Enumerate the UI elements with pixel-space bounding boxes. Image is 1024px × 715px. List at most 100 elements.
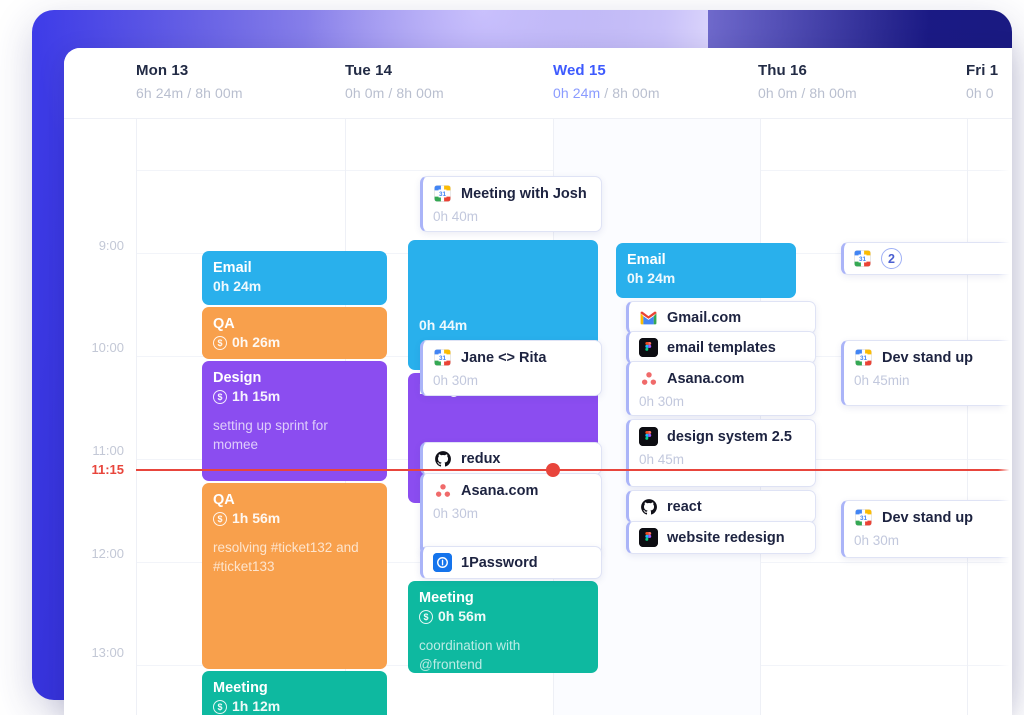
time-block-tue-meeting[interactable]: Meeting $0h 56m coordination with @front…: [408, 581, 598, 673]
block-duration: $1h 15m: [213, 387, 376, 407]
app-card-asana-wed[interactable]: Asana.com 0h 30m: [626, 361, 816, 416]
day-hours: 0h 0m / 8h 00m: [758, 85, 857, 101]
app-card-website-redesign[interactable]: website redesign: [626, 521, 816, 554]
card-label: 1Password: [461, 554, 538, 571]
card-label: Dev stand up: [882, 509, 974, 526]
day-name: Tue 14: [345, 62, 393, 79]
app-card-design-system[interactable]: design system 2.5 0h 45m: [626, 419, 816, 487]
day-name: Mon 13: [136, 62, 189, 79]
block-note: resolving #ticket132 and #ticket133: [213, 539, 359, 574]
card-label: email templates: [667, 339, 776, 356]
github-icon: [639, 497, 658, 516]
day-column-fri[interactable]: [967, 118, 1012, 715]
time-gutter: 9:00 10:00 11:00 11:15 12:00 13:00: [64, 118, 136, 715]
asana-icon: [639, 369, 658, 388]
day-column-thu[interactable]: [760, 118, 967, 715]
card-label: Asana.com: [667, 370, 745, 387]
svg-text:31: 31: [860, 515, 868, 522]
current-time-line: [136, 469, 1012, 471]
block-duration: 0h 44m: [419, 317, 468, 333]
current-time-dot: [546, 463, 560, 477]
card-label: Dev stand up: [882, 349, 974, 366]
gmail-icon: [639, 308, 658, 327]
app-card-gmail[interactable]: Gmail.com: [626, 301, 816, 334]
app-card-dev-standup-2[interactable]: 31 Dev stand up 0h 30m: [841, 500, 1012, 558]
time-block-qa[interactable]: QA $0h 26m: [202, 307, 387, 359]
calendar-panel: Mon 13 6h 24m / 8h 00m Tue 14 0h 0m / 8h…: [64, 48, 1012, 715]
card-label: design system 2.5: [667, 428, 792, 445]
app-card-dev-standup-1[interactable]: 31 Dev stand up 0h 45min: [841, 340, 1012, 406]
block-title: QA: [213, 492, 235, 508]
day-header-tue[interactable]: Tue 14 0h 0m / 8h 00m: [345, 62, 444, 101]
billable-icon: $: [213, 699, 227, 714]
card-duration: 0h 30m: [854, 533, 900, 548]
day-hours: 6h 24m / 8h 00m: [136, 85, 243, 101]
billable-icon: $: [419, 609, 433, 624]
gcal-icon: 31: [433, 184, 452, 203]
time-block-qa-2[interactable]: QA $1h 56m resolving #ticket132 and #tic…: [202, 483, 387, 669]
card-duration: 0h 30m: [433, 506, 479, 521]
time-block-wed-email[interactable]: Email 0h 24m: [616, 243, 796, 298]
card-duration: 0h 45min: [854, 373, 910, 388]
gcal-icon: 31: [854, 348, 873, 367]
card-duration: 0h 45m: [639, 452, 685, 467]
day-name: Wed 15: [553, 62, 606, 79]
svg-text:31: 31: [860, 355, 868, 362]
day-column-mon[interactable]: [136, 118, 345, 715]
current-time-label: 11:15: [91, 462, 124, 477]
app-card-email-templates[interactable]: email templates: [626, 331, 816, 364]
card-label: Gmail.com: [667, 309, 742, 326]
svg-text:31: 31: [859, 256, 867, 263]
block-note: coordination with @frontend: [419, 637, 521, 672]
gcal-icon: 31: [853, 249, 872, 268]
app-card-meeting-with-josh[interactable]: 31 Meeting with Josh 0h 40m: [420, 176, 602, 232]
block-duration: 0h 24m: [213, 278, 262, 295]
day-header-fri[interactable]: Fri 1 0h 0: [966, 62, 998, 101]
time-label: 12:00: [91, 546, 124, 561]
block-title: QA: [213, 316, 235, 332]
billable-icon: $: [213, 389, 227, 404]
card-label: Meeting with Josh: [461, 185, 587, 202]
calendar-header: Mon 13 6h 24m / 8h 00m Tue 14 0h 0m / 8h…: [64, 48, 1012, 118]
block-title: Email: [627, 252, 666, 268]
github-icon: [433, 449, 452, 468]
day-name: Thu 16: [758, 62, 807, 79]
time-block-design[interactable]: Design $1h 15m setting up sprint for mom…: [202, 361, 387, 481]
day-header-mon[interactable]: Mon 13 6h 24m / 8h 00m: [136, 62, 243, 101]
card-duration: 0h 30m: [433, 373, 479, 388]
time-label: 10:00: [91, 340, 124, 355]
block-title: Email: [213, 260, 252, 276]
block-duration: 0h 24m: [627, 270, 676, 287]
time-block-email[interactable]: Email 0h 24m: [202, 251, 387, 305]
day-header-thu[interactable]: Thu 16 0h 0m / 8h 00m: [758, 62, 857, 101]
day-name: Fri 1: [966, 62, 999, 79]
gcal-icon: 31: [854, 508, 873, 527]
app-card-jane-rita[interactable]: 31 Jane <> Rita 0h 30m: [420, 340, 602, 396]
billable-icon: $: [213, 511, 227, 526]
time-block-meeting[interactable]: Meeting $1h 12m: [202, 671, 387, 715]
header-divider: [64, 118, 1012, 119]
card-label: react: [667, 498, 702, 515]
block-title: Meeting: [419, 590, 474, 606]
billable-icon: $: [213, 335, 227, 350]
app-card-asana-tue[interactable]: Asana.com 0h 30m: [420, 473, 602, 555]
card-label: redux: [461, 450, 501, 467]
day-header-wed[interactable]: Wed 15 0h 24m / 8h 00m: [553, 62, 660, 101]
calendar-grid[interactable]: Email 0h 24m QA $0h 26m Design $1h 15m s…: [136, 118, 1012, 715]
app-card-thu-collapsed[interactable]: 31 2: [841, 242, 1012, 275]
day-hours: 0h 24m / 8h 00m: [553, 85, 660, 101]
block-duration: $1h 12m: [213, 697, 376, 715]
card-label: website redesign: [667, 529, 785, 546]
app-card-react[interactable]: react: [626, 490, 816, 523]
gcal-icon: 31: [433, 348, 452, 367]
asana-icon: [433, 481, 452, 500]
app-card-1password[interactable]: 1Password: [420, 546, 602, 579]
time-label: 13:00: [91, 645, 124, 660]
day-hours: 0h 0: [966, 85, 994, 101]
card-count-badge: 2: [881, 248, 902, 269]
day-hours: 0h 0m / 8h 00m: [345, 85, 444, 101]
figma-icon: [639, 528, 658, 547]
block-title: Design: [213, 370, 262, 386]
card-duration: 0h 30m: [639, 394, 685, 409]
block-duration: $0h 26m: [213, 333, 376, 353]
